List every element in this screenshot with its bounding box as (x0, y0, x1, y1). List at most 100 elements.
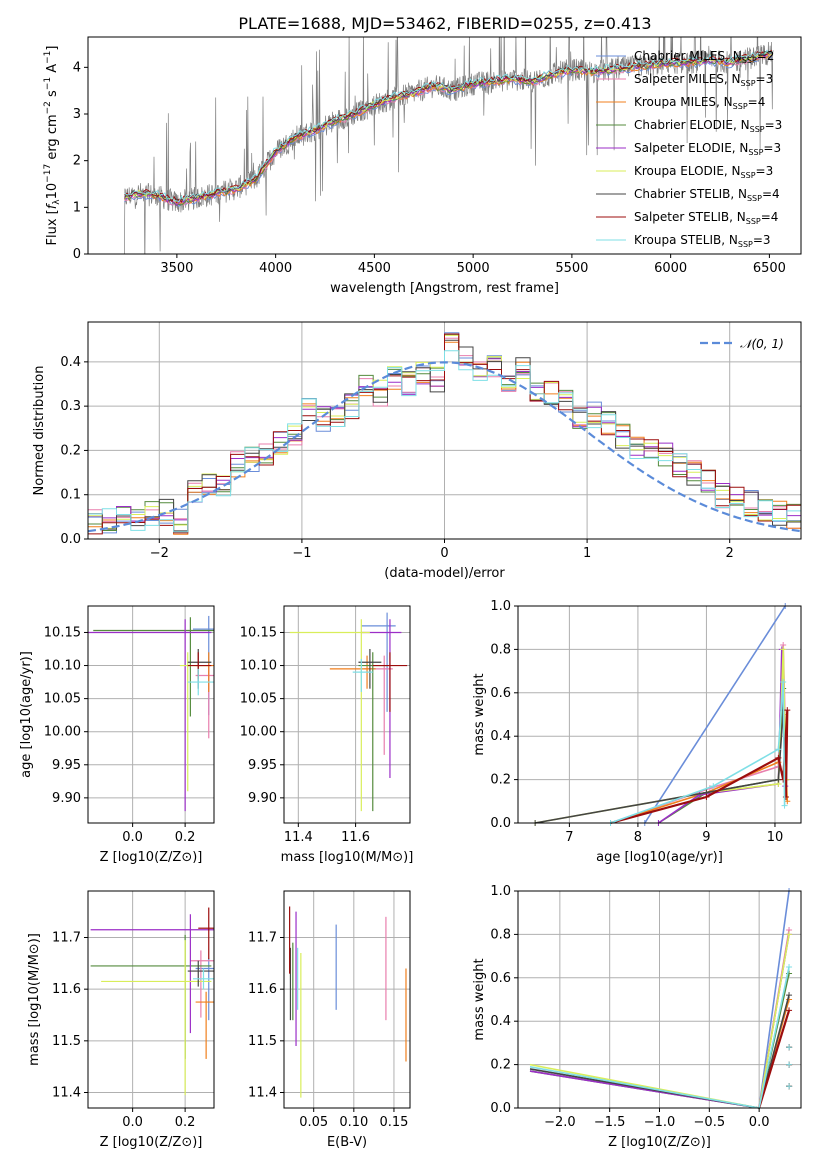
y-tick-label: 0.4 (490, 729, 511, 744)
mass-weight-marker (786, 1083, 793, 1090)
mass-weight-vs-age-panel: 7 8 9 10 0.0 0.2 0.4 0.6 0.8 1.0 age [log10(age/yr… (472, 599, 802, 865)
y-tick-label: 10.00 (44, 725, 81, 740)
normal-distribution-curve (88, 361, 801, 533)
mass-weight-line (610, 714, 789, 824)
y-tick-label: 10.05 (240, 692, 277, 707)
mass-weight-line (610, 681, 786, 824)
legend-label: Salpeter ELODIE, NSSP=3 (634, 141, 781, 157)
y-tick-label: 0.0 (490, 816, 511, 831)
x-axis-label: Z [log10(Z/Z⊙)] (608, 1135, 711, 1150)
mass-vs-metallicity-panel: 0.0 0.2 11.7 11.6 11.5 11.4 Z [log10(Z/Z⊙)] mas… (27, 890, 215, 1150)
histogram-plot-area (88, 332, 801, 535)
mass-weight-line (758, 890, 790, 1109)
y-tick-label: 0.0 (60, 532, 81, 547)
y-tick-label: 11.7 (52, 931, 81, 946)
y-tick-label: 9.90 (248, 791, 277, 806)
y-tick-label: 0.8 (490, 927, 511, 942)
x-tick-label: 0.0 (122, 830, 143, 845)
mass-weight-marker (703, 793, 710, 800)
legend-label: Salpeter STELIB, NSSP=4 (634, 210, 778, 226)
legend-label: Kroupa STELIB, NSSP=3 (634, 233, 771, 249)
mass-weight-marker (786, 992, 793, 999)
y-tick-label: 0.4 (490, 1014, 511, 1029)
mass-weight-marker (775, 746, 782, 753)
mass-weight-marker (786, 1007, 793, 1014)
y-tick-label: 1 (73, 200, 81, 215)
spectrum-plot-area (123, 37, 774, 254)
y-tick-label: 11.6 (52, 982, 81, 997)
mass-weight-marker (780, 678, 787, 685)
axes-frame (283, 890, 411, 1109)
x-tick-label: −1 (292, 546, 311, 561)
y-tick-label: 11.4 (248, 1086, 277, 1101)
mass-weight-marker (781, 802, 788, 809)
errorbar-plot-area (88, 615, 214, 812)
legend-label: Chabrier STELIB, NSSP=4 (634, 187, 780, 203)
x-tick-label: 0.10 (339, 1115, 368, 1130)
y-tick-label: 10.05 (44, 692, 81, 707)
x-tick-label: 6000 (654, 261, 687, 276)
errorbar-plot-area (289, 906, 407, 1098)
chart-title: PLATE=1688, MJD=53462, FIBERID=0255, z=0… (238, 14, 651, 33)
y-tick-label: 2 (73, 154, 81, 169)
mass-weight-vs-metallicity-panel: −2.0 −1.5 −1.0 −0.5 0.0 0.0 0.2 0.4 0.6 0.8 1.0 Z [… (472, 884, 802, 1150)
x-tick-label: −0.5 (694, 1115, 726, 1130)
x-tick-label: 7 (565, 830, 573, 845)
y-axis-label: mass weight (472, 958, 487, 1040)
x-tick-label: 5500 (555, 261, 588, 276)
x-axis-label: mass [log10(M/M⊙)] (281, 850, 414, 865)
x-axis-label: (data-model)/error (384, 566, 505, 581)
mass-weight-line (644, 605, 786, 824)
x-tick-label: 0.05 (299, 1115, 328, 1130)
mass-weight-line (534, 710, 784, 824)
spectrum-panel: 3500 4000 4500 5000 5500 6000 6500 0 1 2 3 4 wavelen… (43, 36, 802, 296)
axes-frame (87, 36, 802, 255)
x-tick-label: 1 (583, 546, 591, 561)
x-axis-label: wavelength [Angstrom, rest frame] (330, 281, 559, 296)
model-spectrum-line (124, 51, 772, 204)
y-tick-label: 11.5 (52, 1034, 81, 1049)
x-tick-label: 11.6 (341, 830, 370, 845)
axes-frame (283, 605, 411, 824)
mass-weight-marker (780, 646, 787, 653)
legend-label: 𝒩(0, 1) (740, 337, 784, 351)
y-tick-label: 0.2 (60, 443, 81, 458)
y-tick-label: 10.10 (240, 659, 277, 674)
mass-weight-marker (786, 963, 793, 970)
x-tick-label: 10 (767, 830, 784, 845)
mass-weight-plot-area (532, 603, 791, 826)
legend-label: Kroupa MILES, NSSP=4 (634, 95, 765, 111)
y-tick-label: 0.3 (60, 399, 81, 414)
y-tick-label: 0.4 (60, 355, 81, 370)
x-axis-label: E(B-V) (327, 1135, 367, 1150)
x-tick-label: 4000 (259, 261, 292, 276)
x-tick-label: 0.2 (175, 1115, 196, 1130)
legend-label: Salpeter MILES, NSSP=3 (634, 72, 773, 88)
y-tick-label: 1.0 (490, 599, 511, 614)
mass-weight-marker (780, 776, 787, 783)
y-tick-label: 9.90 (52, 791, 81, 806)
mass-weight-marker (775, 754, 782, 761)
y-tick-label: 0.2 (490, 1058, 511, 1073)
x-tick-label: −2.0 (544, 1115, 576, 1130)
y-tick-label: 0.1 (60, 488, 81, 503)
y-tick-label: 3 (73, 107, 81, 122)
x-axis-label: age [log10(age/yr)] (596, 850, 723, 865)
mass-vs-ebv-panel: 0.05 0.10 0.15 11.7 11.6 11.5 11.4 E(B-V) (248, 890, 411, 1150)
mass-weight-line (758, 1010, 791, 1109)
errorbar-plot-area (289, 612, 408, 812)
model-spectrum-line (124, 49, 772, 202)
axes-frame (517, 605, 802, 824)
x-tick-label: 6500 (753, 261, 786, 276)
y-tick-label: 0.6 (490, 971, 511, 986)
y-tick-label: 10.15 (44, 625, 81, 640)
x-tick-label: 0.0 (122, 1115, 143, 1130)
y-axis-label: mass [log10(M/M⊙)] (27, 933, 42, 1066)
x-tick-label: 0.2 (175, 830, 196, 845)
age-vs-mass-panel: 11.4 11.6 10.15 10.10 10.05 10.00 9.95 9.90 mass… (240, 605, 414, 865)
y-tick-label: 0.2 (490, 773, 511, 788)
x-tick-label: −2 (150, 546, 169, 561)
x-tick-label: −1.0 (644, 1115, 676, 1130)
axes-frame (87, 890, 215, 1109)
